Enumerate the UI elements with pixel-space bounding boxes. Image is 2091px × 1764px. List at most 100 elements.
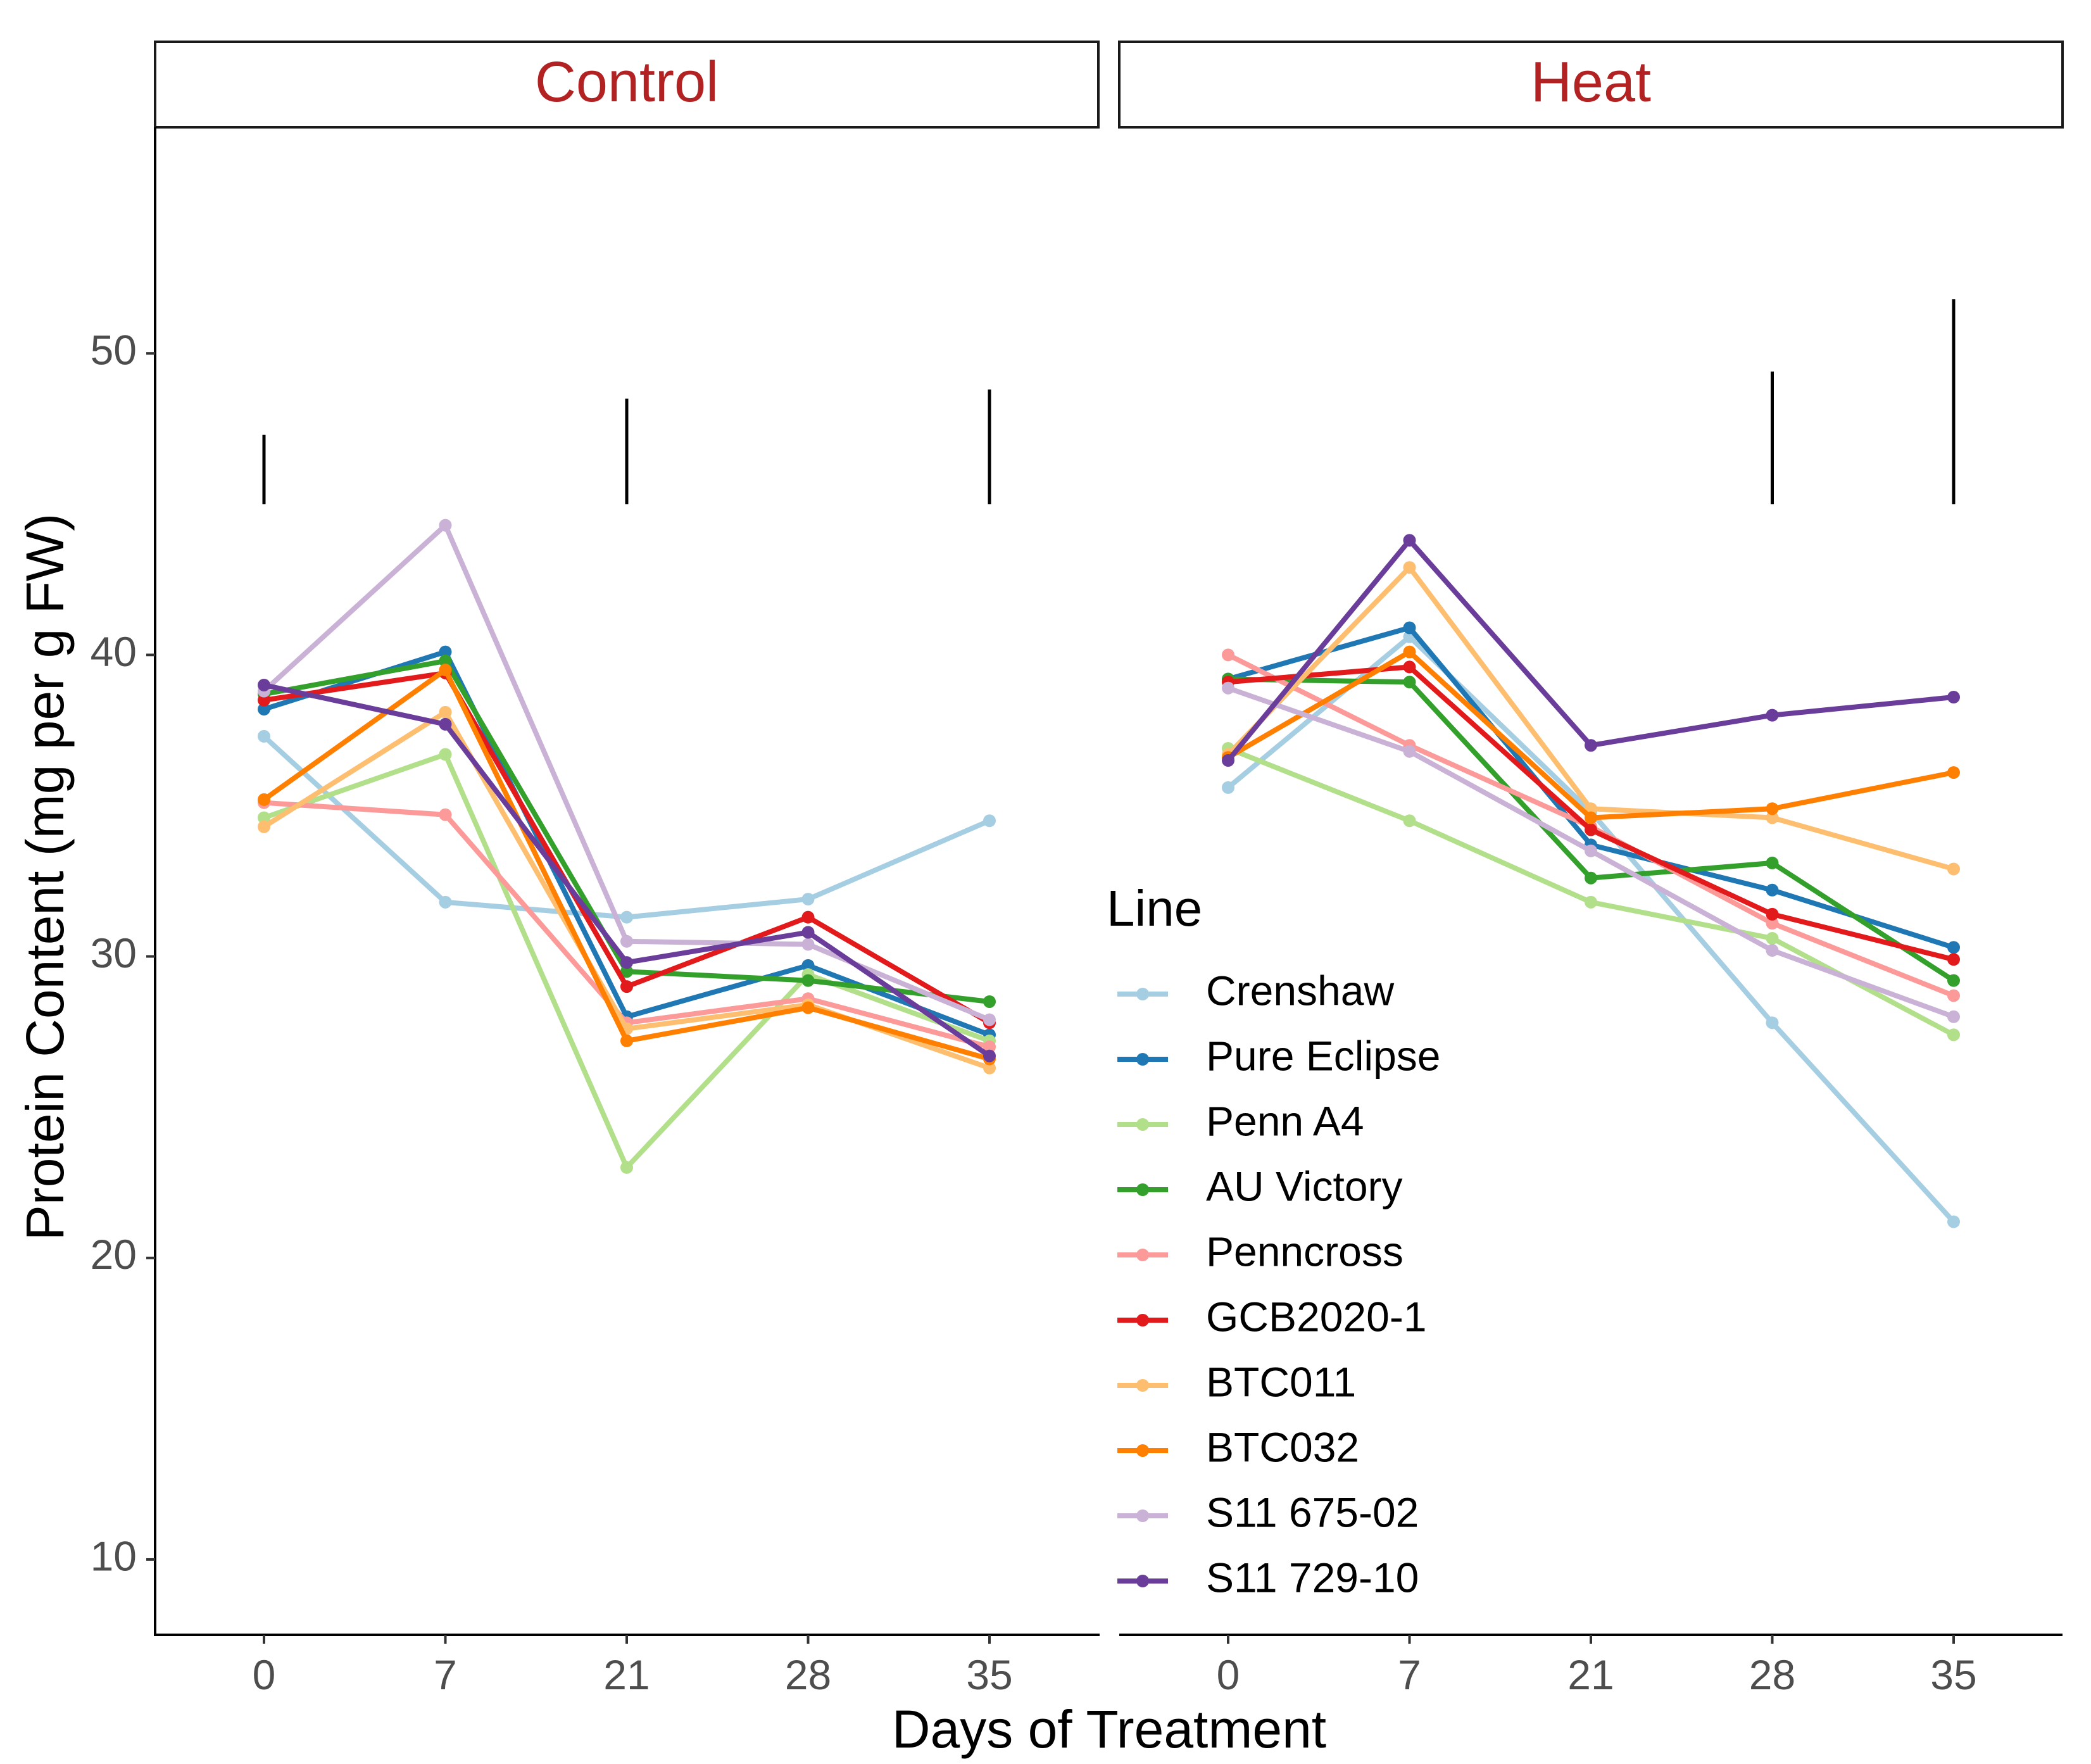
data-point [1766,1016,1779,1030]
y-tick-label: 30 [91,929,137,976]
data-point [258,729,270,743]
data-point [439,895,452,909]
data-point [439,717,452,731]
legend-key-point [1136,1053,1149,1066]
data-point [1222,648,1234,662]
data-point [439,664,452,677]
legend-label: AU Victory [1206,1162,1403,1209]
data-point [258,693,270,707]
data-point [258,793,270,806]
data-point [439,808,452,821]
y-axis: 10 20 30 40 50 [91,327,155,1579]
data-point [1947,974,1960,987]
legend-item: Penncross [1117,1228,1403,1275]
legend-item: Pure Eclipse [1117,1032,1441,1079]
data-point [1947,691,1960,704]
legend-label: S11 675-02 [1206,1489,1419,1535]
legend-key-point [1136,1509,1149,1522]
data-point [1585,823,1597,836]
data-point [1947,862,1960,876]
data-point [1585,739,1597,752]
data-point [258,678,270,691]
data-point [1766,709,1779,722]
heat-panel-title: Heat [1531,51,1651,114]
data-point [801,910,815,924]
legend-label: BTC011 [1206,1358,1356,1405]
data-point [1766,907,1779,921]
data-point [1947,1010,1960,1023]
data-point [1766,802,1779,816]
x-tick-label: 28 [1749,1651,1795,1698]
legend-title: Line [1107,880,1202,936]
data-point [439,645,452,658]
data-point [1766,811,1779,824]
x-tick-label: 35 [1930,1651,1976,1698]
data-point [1766,931,1779,945]
legend-item: GCB2020-1 [1117,1293,1427,1340]
x-tick-label: 0 [1217,1651,1240,1698]
data-point [439,519,452,532]
data-point [983,814,996,828]
legend-label: Penn A4 [1206,1097,1364,1144]
x-axis-title: Days of Treatment [892,1699,1326,1759]
legend-label: Pure Eclipse [1206,1032,1441,1079]
data-point [620,935,633,948]
series-line [261,800,992,1050]
data-point [1403,561,1416,574]
data-point [620,1034,633,1047]
data-point [1585,871,1597,885]
data-point [801,926,815,939]
data-point [801,938,815,951]
x-tick-label: 35 [966,1651,1012,1698]
data-point [1947,1028,1960,1042]
data-point [258,811,270,824]
legend-label: Crenshaw [1206,967,1394,1014]
data-point [1403,645,1416,658]
legend-item: S11 729-10 [1117,1554,1419,1601]
plot-area [258,519,1960,1228]
y-tick-label: 20 [91,1231,137,1278]
legend-key-point [1136,1183,1149,1196]
control-panel-title: Control [535,51,719,114]
x-tick-label: 7 [1398,1651,1421,1698]
data-point [620,1161,633,1174]
heat-panel-strip: Heat [1118,41,2064,129]
legend-key-point [1136,1249,1149,1261]
control-panel-series [258,519,996,1174]
data-point [801,974,815,987]
series-line [261,658,992,1004]
data-point [983,1013,996,1026]
heat-strip-box [1118,41,2064,129]
data-point [1947,953,1960,966]
x-tick-label: 0 [253,1651,276,1698]
data-point [1222,781,1234,794]
legend-item: Crenshaw [1117,967,1394,1014]
data-point [801,893,815,906]
data-point [1766,883,1779,897]
data-point [1585,811,1597,824]
x-tick-label: 28 [785,1651,831,1698]
legend-item: AU Victory [1117,1162,1403,1209]
heat-panel-series [1222,534,1960,1228]
x-tick-label: 21 [603,1651,650,1698]
legend-item: Penn A4 [1117,1097,1364,1144]
data-point [1585,895,1597,909]
legend-key-point [1136,1575,1149,1587]
legend-key-point [1136,1314,1149,1326]
data-point [1766,944,1779,957]
legend-key-point [1136,1118,1149,1131]
data-point [1766,917,1779,930]
data-point [983,1061,996,1074]
legend-label: BTC032 [1206,1423,1359,1470]
data-point [439,654,452,667]
legend-item: BTC011 [1117,1358,1356,1405]
data-point [1403,534,1416,547]
data-point [1222,754,1234,767]
data-point [620,910,633,924]
error-bars [262,299,1956,505]
data-point [983,1049,996,1062]
data-point [1222,681,1234,695]
data-point [1766,856,1779,869]
x-tick-label: 21 [1567,1651,1614,1698]
data-point [439,705,452,719]
